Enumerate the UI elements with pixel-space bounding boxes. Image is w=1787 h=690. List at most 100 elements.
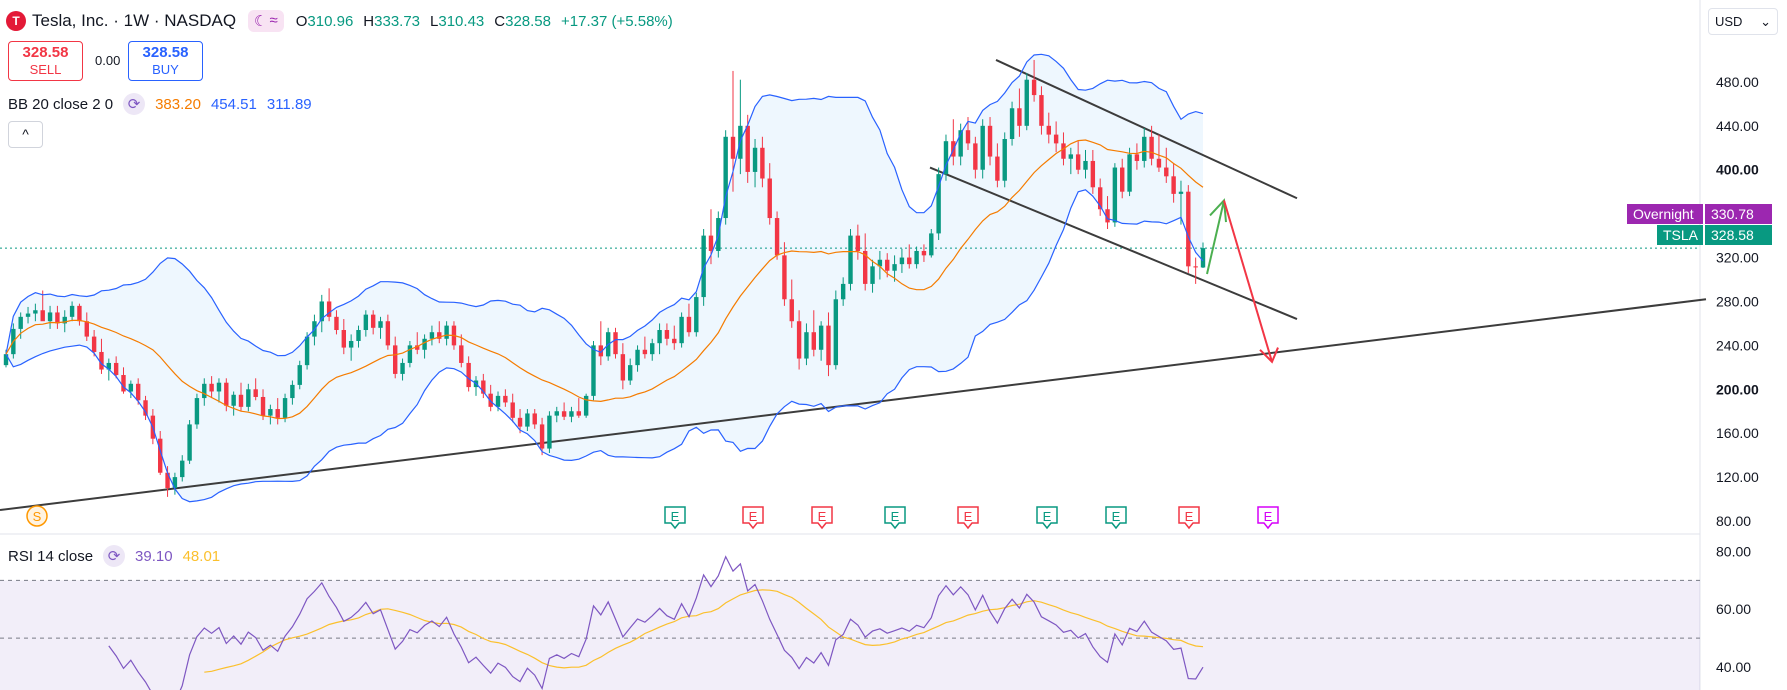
- candle: [892, 255, 897, 282]
- candle: [598, 321, 604, 366]
- candle: [407, 340, 413, 368]
- candle: [907, 244, 912, 269]
- earnings-marker-label: E: [1043, 509, 1052, 524]
- candle: [253, 378, 258, 401]
- currency-select[interactable]: USD ⌄: [1708, 8, 1778, 35]
- rsi-legend-name[interactable]: RSI 14 close: [8, 547, 94, 565]
- candle: [576, 398, 582, 418]
- candle-body: [892, 264, 897, 271]
- bb-legend[interactable]: BB 20 close 2 0 ⟳ 383.20 454.51 311.89: [8, 93, 312, 115]
- candle-body: [503, 395, 508, 403]
- candle: [459, 334, 464, 368]
- rsi-legend[interactable]: RSI 14 close ⟳ 39.10 48.01: [8, 545, 220, 567]
- rsi-cycle-icon: ⟳: [103, 545, 126, 567]
- ohlc-low-label: L: [430, 12, 439, 30]
- candle: [943, 134, 949, 181]
- earnings-event-marker: E: [884, 506, 906, 530]
- candle-body: [1112, 167, 1118, 223]
- price-tick-label: 320.00: [1716, 250, 1759, 266]
- candle-body: [862, 250, 868, 284]
- candle: [187, 420, 192, 464]
- earnings-marker-shape: [742, 506, 764, 530]
- candle: [47, 305, 53, 329]
- candle: [811, 310, 816, 357]
- candle-body: [319, 301, 324, 322]
- symbol-header[interactable]: T Tesla, Inc. · 1W · NASDAQ ☾ ≈ O310.96 …: [6, 8, 673, 34]
- candle: [481, 373, 486, 399]
- symbol-title[interactable]: Tesla, Inc. · 1W · NASDAQ: [32, 11, 237, 30]
- candle: [1200, 242, 1206, 269]
- session-badges[interactable]: ☾ ≈: [248, 10, 284, 32]
- candle: [444, 321, 449, 346]
- candle-body: [840, 283, 846, 300]
- candle-body: [121, 375, 126, 392]
- candle: [899, 248, 905, 273]
- candle-body: [348, 340, 354, 348]
- candle: [958, 123, 963, 166]
- candle-body: [811, 332, 816, 350]
- sell-button[interactable]: 328.58 SELL: [8, 41, 83, 81]
- ticker-price-tag: 328.58: [1705, 225, 1772, 245]
- candle-body: [437, 332, 442, 339]
- candle-body: [1061, 143, 1066, 159]
- candle-body: [686, 316, 692, 333]
- candle-body: [400, 362, 405, 374]
- candle-body: [1186, 191, 1191, 267]
- candle: [348, 334, 354, 361]
- candle-body: [113, 362, 119, 376]
- candle-body: [1149, 136, 1154, 159]
- split-event-marker: S: [26, 505, 48, 527]
- candle-body: [1120, 167, 1125, 192]
- bullish-projection-arrow: [1206, 200, 1225, 275]
- earnings-marker-shape: [884, 506, 906, 530]
- collapse-legend-button[interactable]: ^: [8, 121, 43, 148]
- candle: [194, 393, 200, 429]
- candle-body: [334, 316, 339, 331]
- buy-price: 328.58: [142, 44, 189, 61]
- rsi-tick-label: 60.00: [1716, 601, 1751, 617]
- ohlc-close-value: 328.58: [505, 12, 551, 30]
- bb-upper-line: [5, 53, 1204, 357]
- buy-button[interactable]: 328.58 BUY: [128, 41, 203, 81]
- candle: [539, 417, 545, 456]
- candle-body: [135, 383, 141, 401]
- candle: [209, 376, 214, 399]
- candle: [290, 380, 295, 405]
- bb-legend-name[interactable]: BB 20 close 2 0: [8, 95, 114, 113]
- candle: [1075, 141, 1081, 175]
- candle-body: [18, 316, 23, 329]
- candle: [77, 303, 82, 326]
- candle-body: [25, 313, 31, 317]
- earnings-marker-label: E: [749, 509, 758, 524]
- candle-body: [752, 147, 758, 172]
- candle: [694, 292, 699, 337]
- candle-body: [885, 259, 890, 271]
- candle: [973, 136, 978, 179]
- candle: [121, 367, 126, 394]
- candle-body: [275, 409, 280, 418]
- candle: [591, 340, 596, 401]
- candle-body: [1164, 167, 1169, 177]
- candle-body: [1075, 154, 1081, 170]
- candle: [488, 384, 493, 412]
- candle: [319, 294, 324, 333]
- bollinger-band-fill: [6, 54, 1203, 502]
- price-tick-label: 280.00: [1716, 293, 1759, 309]
- bb-fill-area: [6, 54, 1203, 502]
- bb-upper-value: 454.51: [210, 95, 257, 113]
- earnings-marker-shape: [1036, 506, 1058, 530]
- candle-body: [723, 136, 728, 219]
- candle-body: [672, 338, 677, 344]
- candle-body: [356, 330, 361, 341]
- bb-basis-line: [5, 139, 1204, 420]
- candle-body: [642, 349, 648, 355]
- candle-body: [789, 299, 794, 322]
- candle-body: [62, 316, 67, 324]
- candle: [679, 312, 684, 348]
- candle: [840, 277, 846, 306]
- overnight-price-tag: 330.78: [1705, 204, 1772, 224]
- candle-body: [701, 235, 706, 298]
- candle-body: [973, 143, 978, 170]
- candle-body: [1142, 136, 1147, 161]
